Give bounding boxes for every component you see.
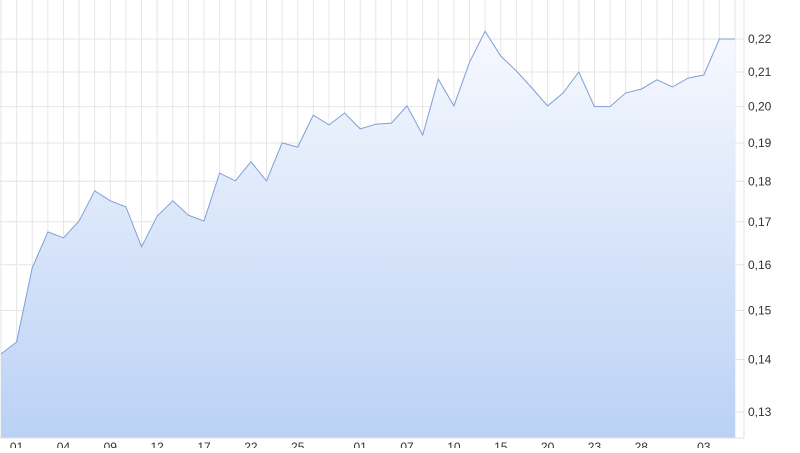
y-tick-label: 0,18 bbox=[748, 174, 772, 188]
x-tick-label: 01 bbox=[354, 440, 368, 448]
x-tick-label: 28 bbox=[635, 440, 649, 448]
x-tick-label: 25 bbox=[291, 440, 305, 448]
x-tick-label: 15 bbox=[494, 440, 508, 448]
price-line bbox=[0, 30, 735, 355]
x-tick-label: 10 bbox=[447, 440, 461, 448]
y-tick-label: 0,16 bbox=[748, 258, 772, 272]
x-tick-label: 17 bbox=[197, 440, 211, 448]
y-tick-label: 0,14 bbox=[748, 352, 772, 366]
y-tick-label: 0,17 bbox=[748, 215, 772, 229]
x-tick-label: 12 bbox=[150, 440, 164, 448]
y-tick-label: 0,15 bbox=[748, 304, 772, 318]
y-axis-labels: 0,13 0,14 0,15 0,16 0,17 0,18 0,19 0,20 0,21 0,22 bbox=[748, 32, 772, 419]
y-tick-label: 0,19 bbox=[748, 136, 772, 150]
x-tick-label: 03 bbox=[697, 440, 711, 448]
x-tick-label: 20 bbox=[541, 440, 555, 448]
x-tick-label: 22 bbox=[244, 440, 258, 448]
x-tick-label: 07 bbox=[400, 440, 414, 448]
x-axis-labels: 01 04 09 12 17 22 25 01 07 10 15 20 23 28 03 bbox=[10, 440, 711, 453]
x-tick-label: 23 bbox=[588, 440, 602, 448]
y-tick-label: 0,21 bbox=[748, 65, 772, 79]
x-tick-label: 04 bbox=[57, 440, 71, 448]
y-tick-label: 0,20 bbox=[748, 100, 772, 114]
x-tick-label: 09 bbox=[104, 440, 118, 448]
y-tick-label: 0,13 bbox=[748, 405, 772, 419]
area-fill bbox=[1, 31, 735, 439]
y-tick-label: 0,22 bbox=[748, 32, 772, 46]
x-tick-label: 01 bbox=[10, 440, 24, 448]
